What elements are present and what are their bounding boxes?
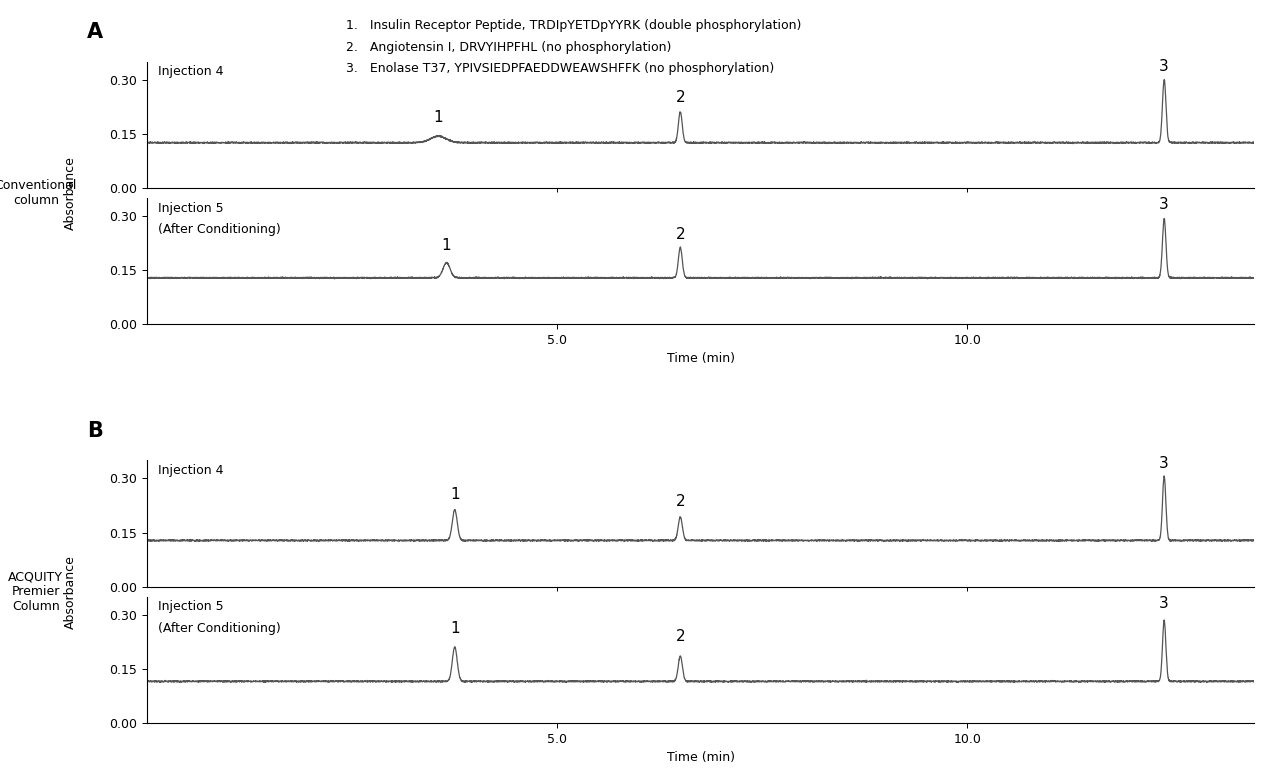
Text: (After Conditioning): (After Conditioning) bbox=[159, 223, 282, 236]
Text: Injection 4: Injection 4 bbox=[159, 65, 224, 78]
Text: (After Conditioning): (After Conditioning) bbox=[159, 622, 282, 635]
Text: Injection 5: Injection 5 bbox=[159, 601, 224, 614]
Text: Injection 5: Injection 5 bbox=[159, 201, 224, 215]
Text: 1: 1 bbox=[442, 238, 452, 253]
Text: 2: 2 bbox=[676, 91, 685, 105]
Text: Injection 4: Injection 4 bbox=[159, 464, 224, 478]
Text: ACQUITY
Premier
Column: ACQUITY Premier Column bbox=[9, 570, 63, 613]
Text: Absorbance: Absorbance bbox=[64, 554, 77, 628]
Text: B: B bbox=[87, 421, 102, 441]
Text: Absorbance: Absorbance bbox=[64, 156, 77, 230]
Text: 1: 1 bbox=[451, 487, 460, 502]
Text: 3: 3 bbox=[1160, 456, 1169, 471]
Text: 3: 3 bbox=[1160, 596, 1169, 611]
Text: A: A bbox=[87, 22, 104, 42]
Text: 2: 2 bbox=[676, 628, 685, 644]
Text: 2.   Angiotensin I, DRVYIHPFHL (no phosphorylation): 2. Angiotensin I, DRVYIHPFHL (no phospho… bbox=[346, 41, 671, 54]
Text: 1: 1 bbox=[451, 621, 460, 636]
Text: 2: 2 bbox=[676, 227, 685, 241]
Text: Conventional
column: Conventional column bbox=[0, 178, 77, 207]
Text: 3: 3 bbox=[1160, 197, 1169, 212]
Text: 1: 1 bbox=[434, 110, 443, 125]
Text: 3.   Enolase T37, YPIVSIEDPFAEDDWEAWSHFFK (no phosphorylation): 3. Enolase T37, YPIVSIEDPFAEDDWEAWSHFFK … bbox=[346, 62, 774, 75]
Text: 2: 2 bbox=[676, 494, 685, 509]
Text: 3: 3 bbox=[1160, 59, 1169, 74]
Text: 1.   Insulin Receptor Peptide, TRDIpYETDpYYRK (double phosphorylation): 1. Insulin Receptor Peptide, TRDIpYETDpY… bbox=[346, 19, 801, 32]
X-axis label: Time (min): Time (min) bbox=[667, 751, 735, 764]
X-axis label: Time (min): Time (min) bbox=[667, 352, 735, 365]
